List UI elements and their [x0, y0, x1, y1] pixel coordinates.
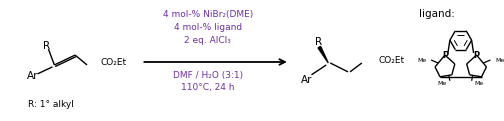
- Text: P: P: [442, 51, 448, 60]
- Text: Ar: Ar: [27, 71, 38, 81]
- Text: CO₂Et: CO₂Et: [101, 58, 127, 68]
- Text: Ar: Ar: [301, 75, 312, 85]
- Text: CO₂Et: CO₂Et: [379, 57, 405, 65]
- Text: R: R: [43, 41, 50, 51]
- Text: P: P: [473, 51, 480, 60]
- Text: ligand:: ligand:: [419, 9, 455, 19]
- Text: 2 eq. AlCl₃: 2 eq. AlCl₃: [184, 36, 231, 45]
- Text: 4 mol-% ligand: 4 mol-% ligand: [173, 23, 242, 32]
- Text: R: R: [315, 37, 322, 47]
- Text: R: 1° alkyl: R: 1° alkyl: [29, 100, 75, 109]
- Text: DMF / H₂O (3:1): DMF / H₂O (3:1): [172, 71, 243, 80]
- Text: 4 mol-% NiBr₂(DME): 4 mol-% NiBr₂(DME): [162, 10, 253, 19]
- Polygon shape: [318, 46, 328, 63]
- Text: Me: Me: [417, 57, 426, 63]
- Text: Me: Me: [437, 81, 447, 86]
- Text: Me: Me: [495, 57, 504, 63]
- Text: Me: Me: [475, 81, 484, 86]
- Text: 110°C, 24 h: 110°C, 24 h: [181, 83, 234, 92]
